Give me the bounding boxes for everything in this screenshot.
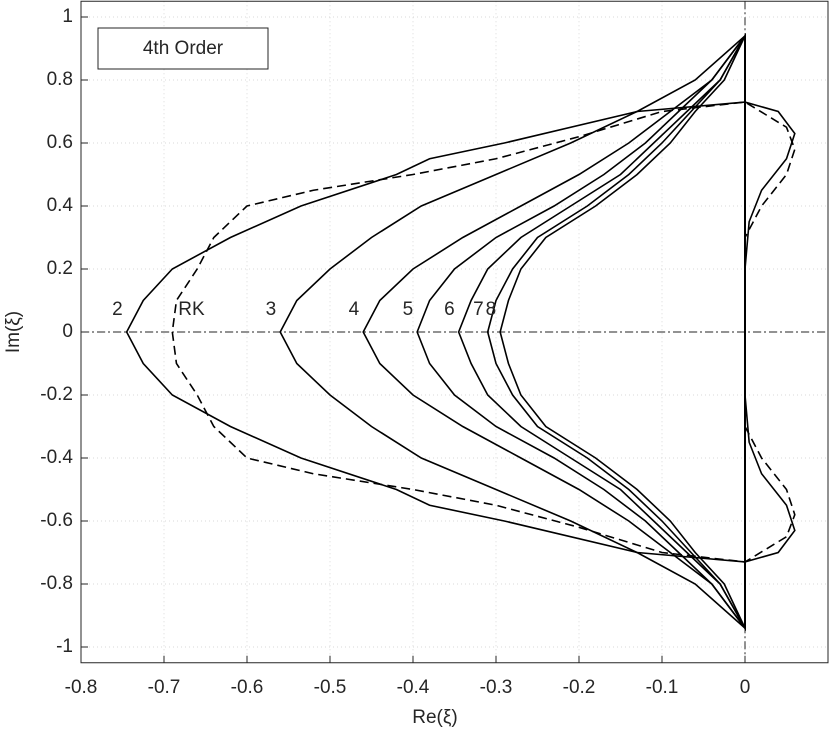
curve: [416, 33, 746, 631]
curve: [171, 101, 796, 563]
annotation-box: [97, 27, 269, 70]
y-tick-label: 0: [62, 321, 73, 342]
y-tick-label: 0.8: [47, 69, 73, 90]
curve-label: RK: [178, 299, 205, 320]
x-tick-label: -0.8: [65, 677, 98, 698]
y-tick-label: 1: [62, 6, 73, 27]
grid: [80, 1, 828, 663]
x-axis-label: Re(ξ): [412, 707, 457, 728]
curve: [125, 101, 796, 563]
curves: [125, 32, 796, 632]
y-axis-label: Im(ξ): [3, 311, 24, 353]
curve-label: 6: [444, 299, 455, 320]
curve-label: 2: [112, 299, 123, 320]
y-tick-label: -0.4: [40, 447, 73, 468]
y-tick-label: -1: [56, 636, 73, 657]
y-tick-label: -0.8: [40, 573, 73, 594]
curve: [362, 33, 746, 631]
curve-label: 3: [266, 299, 277, 320]
x-tick-label: -0.3: [480, 677, 513, 698]
curve-label: 5: [403, 299, 414, 320]
curve-label: 4: [349, 299, 360, 320]
annotation: 4th Order: [143, 38, 224, 59]
curve: [486, 32, 746, 632]
x-tick-label: -0.7: [148, 677, 181, 698]
curve: [499, 35, 746, 629]
y-tick-label: 0.2: [47, 258, 73, 279]
curve: [279, 34, 746, 630]
x-tick-label: -0.2: [563, 677, 596, 698]
x-tick-label: 0: [740, 677, 751, 698]
x-tick-label: -0.5: [314, 677, 347, 698]
y-tick-label: -0.6: [40, 510, 73, 531]
y-tick-label: 0.4: [47, 195, 74, 216]
y-tick-label: -0.2: [40, 384, 73, 405]
curve-label: 7: [473, 299, 484, 320]
y-tick-label: 0.6: [47, 132, 73, 153]
curve-label: 8: [486, 299, 497, 320]
x-tick-label: -0.1: [646, 677, 679, 698]
curve: [457, 32, 746, 632]
x-tick-label: -0.6: [231, 677, 264, 698]
x-tick-label: -0.4: [397, 677, 430, 698]
